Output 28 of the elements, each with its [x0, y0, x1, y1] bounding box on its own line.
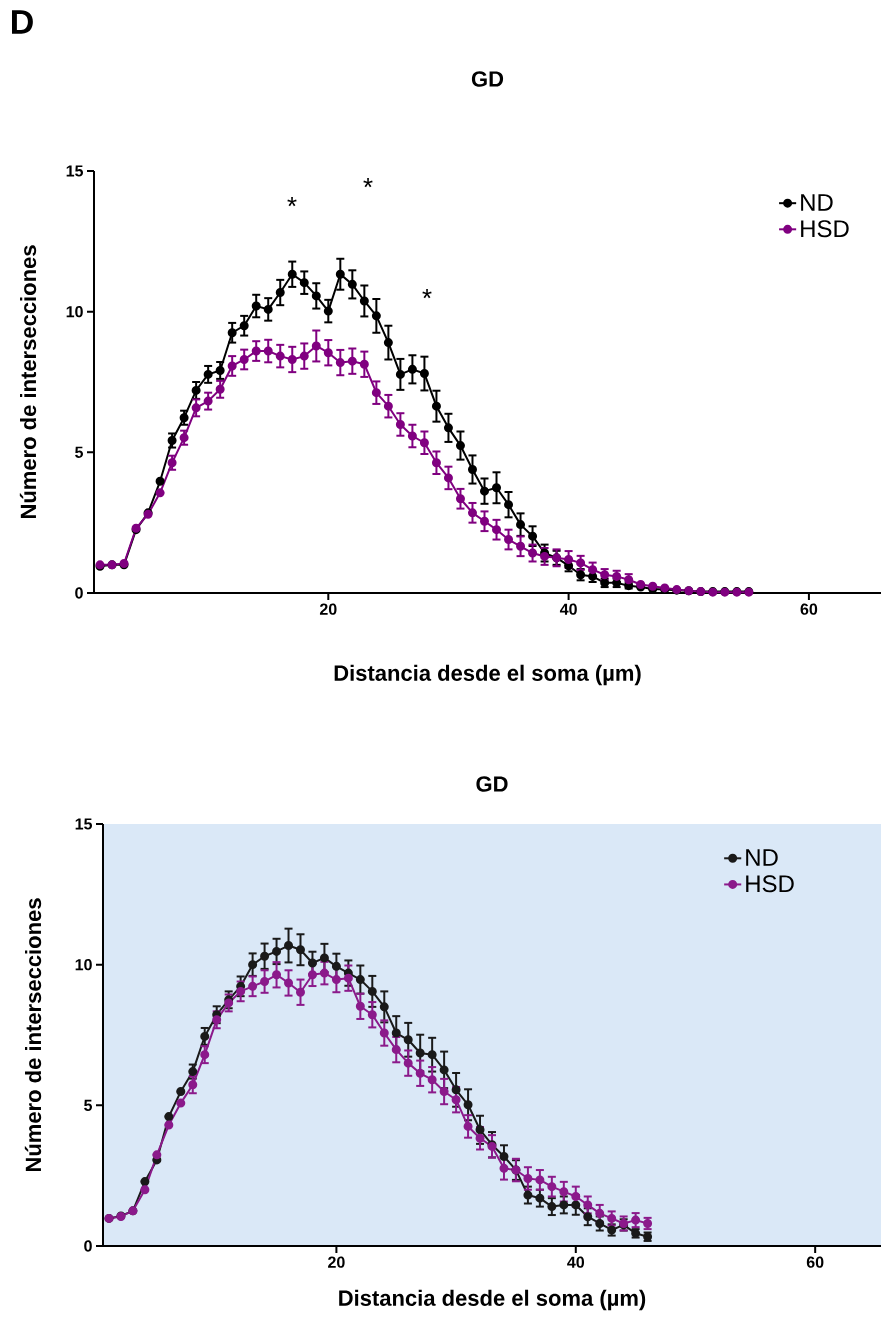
y-tick-label: 10	[66, 305, 83, 318]
y-tick-label: 15	[66, 165, 84, 177]
annotation: *	[287, 197, 297, 207]
x-axis-title: Distancia desde el soma (µm)	[339, 1289, 646, 1311]
x-tick-label: 60	[800, 603, 818, 615]
x-tick-label: 60	[806, 1256, 824, 1268]
chart-title: GD	[476, 776, 508, 792]
chart-title: GD	[471, 71, 504, 87]
text: D	[12, 10, 33, 34]
x-axis-title: Distancia desde el soma (µm)	[334, 664, 641, 686]
y-axis-title: Número de intersecciones	[24, 898, 42, 1172]
y-tick-label: 15	[75, 818, 93, 830]
x-tick-label: 20	[328, 1256, 345, 1268]
y-tick-label: 10	[75, 959, 92, 971]
y-tick-label: 5	[84, 1099, 93, 1111]
y-tick-label: 0	[75, 587, 83, 599]
legend-label: ND	[746, 849, 778, 866]
y-axis-title: Número de intersecciones	[19, 245, 37, 519]
y-tick-label: 5	[75, 446, 84, 458]
x-tick-label: 40	[567, 1256, 585, 1268]
legend-label: HSD	[801, 220, 849, 238]
legend-label: ND	[801, 194, 833, 211]
y-tick-label: 0	[84, 1240, 92, 1252]
legend-label: HSD	[746, 875, 794, 893]
annotation: *	[422, 289, 432, 299]
x-tick-label: 40	[559, 603, 577, 615]
annotation: *	[363, 178, 373, 188]
x-tick-label: 20	[319, 603, 337, 615]
